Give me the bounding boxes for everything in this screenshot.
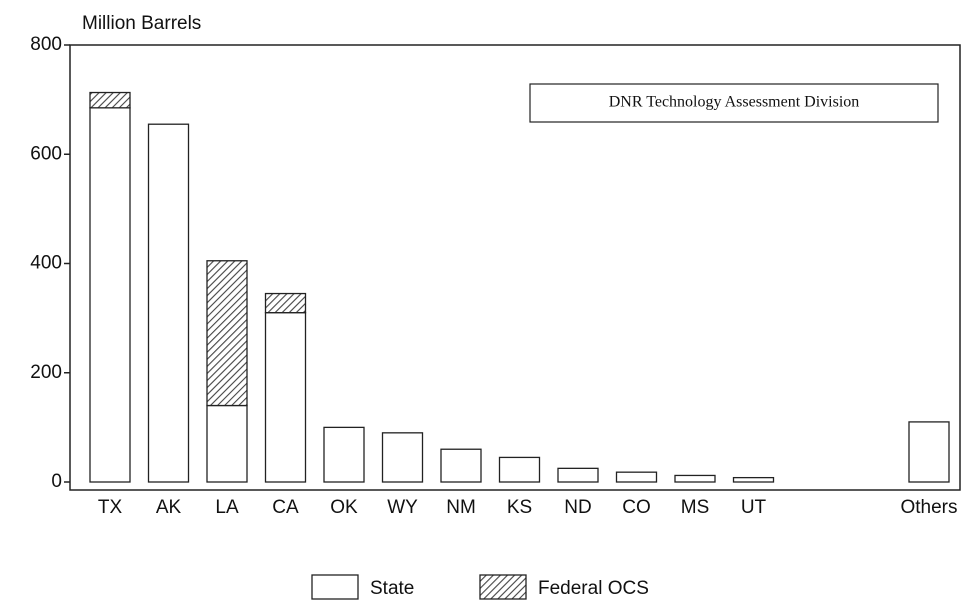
bar-segment xyxy=(206,404,248,483)
y-tick-label: 400 xyxy=(30,253,62,274)
bar-segment xyxy=(908,421,950,483)
bar-segment xyxy=(615,471,658,483)
bar-segment xyxy=(147,123,190,483)
bar-segment xyxy=(206,260,248,407)
bar-segment xyxy=(557,467,599,483)
x-tick-label: Others xyxy=(900,497,957,518)
legend-swatch xyxy=(479,574,527,600)
x-tick-label: LA xyxy=(215,497,239,518)
bar-segment xyxy=(89,107,131,483)
y-tick-label: 800 xyxy=(30,34,62,55)
bar-segment xyxy=(381,432,424,483)
bar-segment xyxy=(89,91,131,109)
x-tick-label: TX xyxy=(98,497,123,518)
x-tick-label: WY xyxy=(387,497,418,518)
x-tick-label: KS xyxy=(507,497,532,518)
bar-segment xyxy=(674,474,716,483)
bar-segment xyxy=(264,292,307,314)
x-tick-label: OK xyxy=(330,497,358,518)
bar-segment xyxy=(440,448,482,483)
annotation: DNR Technology Assessment Division xyxy=(609,94,860,111)
bar-segment xyxy=(498,456,541,483)
x-tick-label: ND xyxy=(564,497,591,518)
legend-swatch xyxy=(311,574,359,600)
x-tick-label: CO xyxy=(622,497,651,518)
legend-label: State xyxy=(370,578,414,599)
annotation-box xyxy=(529,83,939,123)
x-tick-label: UT xyxy=(741,497,767,518)
legend-label: Federal OCS xyxy=(538,578,649,599)
bar-segment xyxy=(732,476,775,483)
x-tick-label: CA xyxy=(272,497,299,518)
y-tick-label: 200 xyxy=(30,362,62,383)
x-tick-label: MS xyxy=(681,497,710,518)
plot-frame xyxy=(69,44,961,491)
y-tick-label: 0 xyxy=(51,471,62,492)
x-tick-label: AK xyxy=(156,497,182,518)
bar-segment xyxy=(264,312,307,483)
x-tick-label: NM xyxy=(446,497,476,518)
bar-segment xyxy=(323,426,365,483)
y-tick-label: 600 xyxy=(30,143,62,164)
y-axis-label: Million Barrels xyxy=(82,13,201,34)
